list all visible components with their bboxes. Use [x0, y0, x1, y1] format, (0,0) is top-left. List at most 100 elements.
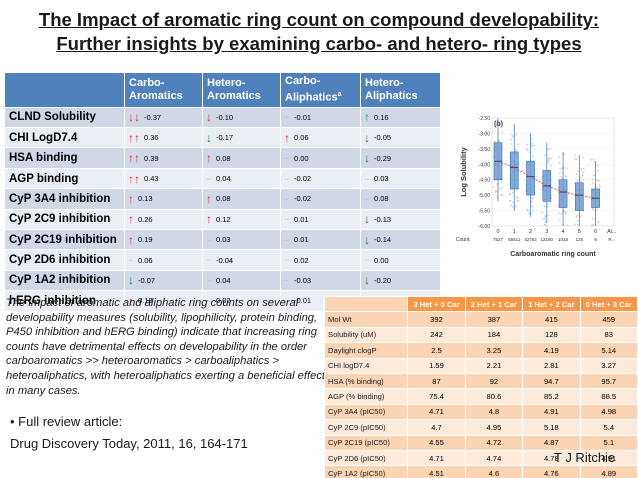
data-point — [514, 149, 517, 151]
effect-value: 0.18 — [138, 296, 153, 306]
count-value: 42762 — [524, 237, 537, 242]
data-point — [531, 201, 533, 203]
effect-value: 0.06 — [138, 255, 153, 265]
data-point — [596, 179, 599, 182]
trend-arrow-icon: ↓ — [364, 232, 370, 247]
data-point — [493, 140, 496, 143]
data-point — [543, 224, 546, 226]
trend-arrow-icon: ↑ — [206, 191, 212, 206]
effect-value: -0.07 — [138, 275, 156, 285]
data-point — [544, 221, 547, 223]
table-cell: 2.81 — [522, 357, 581, 374]
effect-value: 0.06 — [294, 133, 309, 143]
effect-cell: ↓ -0.07 — [124, 269, 203, 292]
trend-arrow-icon: ↑ — [128, 232, 134, 247]
effect-value: -0.37 — [144, 112, 162, 122]
data-point — [558, 172, 561, 175]
effect-cell: ↔ 0.04 — [202, 269, 281, 292]
data-point — [533, 144, 536, 147]
data-point — [560, 177, 563, 180]
data-point — [512, 206, 514, 208]
effect-value: -0.01 — [294, 296, 312, 306]
data-point — [592, 174, 595, 177]
description-text: The impact of aromatic and aliphatic rin… — [6, 297, 326, 397]
data-point — [508, 193, 511, 196]
data-point — [580, 169, 583, 172]
trend-arrow-icon: ↑ — [206, 212, 212, 227]
effect-value: 0.08 — [216, 153, 231, 163]
data-point — [549, 164, 552, 167]
table-cell: 4.51 — [407, 465, 466, 478]
effect-value: 0.02 — [294, 255, 309, 265]
effect-value: 0.00 — [294, 153, 309, 163]
row-label: CyP 2C9 (pIC50) — [323, 419, 409, 436]
table-row: AGP (% binding) 75.4 80.6 85.2 88.5 — [323, 388, 638, 405]
effect-cell: ↔ 0.01 — [280, 228, 361, 251]
data-point — [550, 157, 553, 160]
y-tick-label: -3.00 — [479, 131, 491, 137]
data-point — [566, 224, 569, 227]
data-point — [579, 179, 582, 182]
table-cell: 88.5 — [579, 388, 638, 405]
effect-value: 0.04 — [216, 174, 231, 184]
effect-cell: ↔ -0.04 — [202, 249, 281, 271]
data-point — [528, 211, 531, 214]
data-point — [516, 200, 519, 203]
row-label: hERG inhibition — [4, 290, 125, 312]
table-cell: 5.1 — [579, 434, 638, 451]
table-cell: 4.6 — [464, 465, 524, 478]
trend-arrow-icon: ↑ — [128, 191, 134, 206]
data-point — [500, 126, 503, 128]
table-row: CHI logD7.4 1.59 2.21 2.81 3.27 — [323, 357, 638, 374]
effect-value: 0.01 — [294, 214, 309, 224]
trend-arrow-icon: ↔ — [284, 175, 290, 182]
data-point — [544, 218, 546, 220]
trend-arrow-icon: ↓ — [364, 130, 370, 145]
data-point — [531, 210, 534, 213]
y-tick-label: -5.50 — [479, 209, 491, 215]
table-cell: 2.21 — [464, 357, 524, 374]
data-point — [516, 196, 519, 199]
effect-cell: ↑ 0.26 — [124, 208, 203, 231]
data-point — [598, 184, 601, 186]
effect-cell: ↓ -0.13 — [360, 208, 441, 231]
data-point — [528, 213, 531, 215]
data-point — [593, 160, 596, 163]
effect-cell: ↓ -0.20 — [360, 269, 441, 292]
effect-value: 0.08 — [216, 194, 231, 204]
data-point — [575, 173, 578, 176]
data-point — [596, 164, 599, 167]
data-point — [501, 186, 504, 189]
data-point — [500, 181, 503, 184]
trend-arrow-icon: ↓↓ — [128, 110, 140, 125]
table-cell: 4.87 — [522, 434, 581, 451]
data-point — [564, 213, 567, 216]
data-point — [547, 214, 550, 217]
table-cell: 80.6 — [464, 388, 524, 405]
trend-arrow-icon: ↔ — [284, 277, 290, 284]
count-value: 125 — [576, 237, 584, 242]
data-point — [527, 208, 529, 211]
table-cell: 4.95 — [464, 419, 524, 436]
data-point — [598, 180, 600, 183]
data-point — [563, 152, 566, 155]
data-point — [544, 215, 547, 218]
reference-link[interactable]: Drug Discovery Today, 2011, 16, 164-171 — [10, 436, 248, 451]
data-point — [582, 167, 585, 170]
table-cell: 184 — [464, 326, 524, 344]
row-label: CyP 3A4 (pIC50) — [323, 403, 409, 421]
trend-arrow-icon: ↑ — [128, 293, 134, 308]
trend-arrow-icon: ↔ — [206, 297, 212, 304]
table-cell: 4.72 — [464, 434, 524, 451]
effect-cell: ↓ -0.05 — [360, 127, 441, 149]
row-label: CHI LogD7.4 — [4, 127, 125, 149]
data-point — [515, 205, 518, 208]
data-point — [511, 191, 514, 194]
data-point — [558, 155, 561, 158]
effect-value: -0.01 — [294, 112, 312, 122]
table-row: CyP 2C19 (pIC50) 4.55 4.72 4.87 5.1 — [323, 434, 638, 451]
effect-cell: ↔ 0.03 — [360, 167, 441, 190]
row-label: AGP binding — [4, 167, 125, 190]
effect-value: -0.13 — [374, 214, 392, 224]
data-point — [545, 225, 548, 227]
